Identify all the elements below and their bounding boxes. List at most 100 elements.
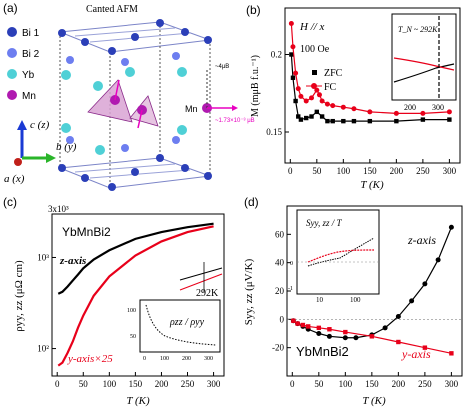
panel-c-y-label: y-axis×25 xyxy=(67,353,113,365)
panel-b-field-dir: H // x xyxy=(299,21,325,33)
panel-b-yticks: 0.15 0.2 xyxy=(266,50,289,137)
panel-b-data-point xyxy=(324,101,330,107)
panel-d-yticks: -20 0 20 40 60 xyxy=(272,229,462,353)
panel-c-inset-xtick-200: 200 xyxy=(182,356,191,362)
panel-b-data-point xyxy=(367,118,373,124)
panel-d-letter: (d) xyxy=(244,195,259,209)
crystal-structure xyxy=(58,19,212,191)
panel-c-series-y-axis-25-line xyxy=(57,225,214,367)
panel-b-data-point xyxy=(394,118,399,124)
panel-d-series xyxy=(290,224,454,356)
panel-b-data-point xyxy=(289,52,294,57)
panel-b-field: 100 Oe xyxy=(300,44,330,55)
panel-d-data-point xyxy=(353,335,359,341)
zoom-y-line xyxy=(179,273,223,291)
panel-d-data-point xyxy=(449,351,454,356)
panel-b-xtick-label: 150 xyxy=(363,166,377,176)
panel-c-marker-label: 292K xyxy=(196,288,219,299)
panel-d-data-point xyxy=(409,298,415,304)
panel-b-xtick-label: 0 xyxy=(288,166,293,176)
panel-d-data-point xyxy=(369,334,375,339)
panel-b-xlabel: T (K) xyxy=(360,179,384,191)
panel-d-xticks: 0 50 100 150 200 250 300 xyxy=(290,372,459,389)
zoom-z-line xyxy=(179,267,223,281)
panel-b-data-point xyxy=(293,98,298,104)
legend-zfc-marker xyxy=(312,70,317,75)
panel-b-data-point xyxy=(325,118,330,124)
panel-b-data-point xyxy=(319,98,325,104)
panel-b-inset: T_N ~ 292K 200 300 xyxy=(391,13,457,112)
panel-b-inset-frame xyxy=(391,13,457,101)
panel-b-data-point xyxy=(330,118,335,124)
panel-c-inset-frame xyxy=(139,299,221,353)
panel-d-data-point xyxy=(448,224,454,230)
panel-c-inset-ytick-50: 50 xyxy=(130,334,136,340)
panel-b-data-point xyxy=(295,86,301,92)
panel-c-xtick-label: 150 xyxy=(129,379,143,389)
panel-c-xtick-label: 200 xyxy=(155,379,169,389)
panel-d-inset-label: Syy, zz / T xyxy=(306,218,342,228)
panel-b-data-point xyxy=(290,44,296,50)
panel-d-material: YbMnBi2 xyxy=(296,344,349,359)
panel-b-data-point xyxy=(290,75,296,80)
inset-zfc-curve xyxy=(393,63,455,83)
panel-d-data-point xyxy=(316,325,322,331)
panel-d-data-point xyxy=(342,335,348,341)
panel-b-letter: (b) xyxy=(246,3,261,17)
panel-b-data-point xyxy=(296,114,301,119)
panel-d-ytick-label: 40 xyxy=(275,258,285,268)
inset-fc-curve xyxy=(393,57,455,71)
panel-d-xlabel: T (K) xyxy=(362,395,386,407)
panel-d-data-point xyxy=(395,314,401,319)
legend-mn-label: Mn xyxy=(22,91,36,102)
panel-c-inset-xtick-300: 300 xyxy=(204,356,213,362)
panel-b-xtick-label: 300 xyxy=(443,166,457,176)
panel-d-data-point xyxy=(343,329,348,335)
legend-fc-label: FC xyxy=(324,82,337,93)
panel-b-legend: ZFC FC xyxy=(306,68,343,93)
panel-b-data-point xyxy=(303,98,309,104)
panel-d-xtick-label: 0 xyxy=(290,379,295,389)
inset-ratio-curve xyxy=(145,304,217,346)
panel-b-data-point xyxy=(340,104,346,110)
panel-d-data-point xyxy=(327,327,332,332)
panel-b-data-point xyxy=(447,117,452,122)
panel-c-inset: ρzz / ρyy 100 50 0 100 200 300 xyxy=(127,299,221,362)
panel-d-data-point xyxy=(435,257,441,263)
panel-b-data-point xyxy=(309,95,315,101)
panel-d-data-point xyxy=(382,325,388,331)
panel-d-z-label: z-axis xyxy=(407,233,436,247)
panel-a-title: Canted AFM xyxy=(86,4,138,15)
panel-b-data-point xyxy=(351,106,357,112)
panel-c-inset-ytick-100: 100 xyxy=(127,308,136,314)
panel-b-inset-tick-300: 300 xyxy=(432,103,444,112)
panel-d-inset-ytick-neg1: -1 xyxy=(288,286,293,292)
panel-b-data-point xyxy=(341,118,346,124)
panel-d-data-point xyxy=(295,321,300,326)
panel-b-xtick-label: 100 xyxy=(337,166,351,176)
panel-d-ytick-label: -20 xyxy=(272,343,284,353)
panel-d-inset-xtick-10: 10 xyxy=(316,296,324,304)
panel-c-frame xyxy=(51,213,225,377)
legend-zfc-label: ZFC xyxy=(324,68,343,79)
panel-c-xtick-label: 250 xyxy=(181,379,195,389)
panel-d-data-point xyxy=(326,333,332,339)
panel-b-data-point xyxy=(446,109,452,115)
panel-d-inset: Syy, zz / T 0 -1 10 100 xyxy=(288,209,380,304)
legend-mn-dot xyxy=(7,90,17,100)
legend-bi1-dot xyxy=(7,27,17,37)
panel-c-ylabel: ρyy, zz (μΩ cm) xyxy=(13,260,25,332)
panel-c-xtick-label: 50 xyxy=(79,379,89,389)
panel-b-data-point xyxy=(367,109,373,115)
moment-small-label: ~4μB xyxy=(215,64,229,70)
panel-b-data-point xyxy=(298,117,304,122)
panel-c: (c) 3x10³ 0 50 100 150 200 250 300 10² 10³ T (K… xyxy=(3,195,225,407)
panel-b-data-point xyxy=(316,92,322,98)
panel-d-data-point xyxy=(316,331,322,336)
panel-c-zoom-inset: 292K xyxy=(179,262,223,299)
panel-d-inset-xtick-100: 100 xyxy=(350,296,361,304)
panel-c-xtick-label: 300 xyxy=(207,379,221,389)
panel-b-frame xyxy=(284,7,461,164)
panel-d-y-label: y-axis xyxy=(401,347,431,361)
